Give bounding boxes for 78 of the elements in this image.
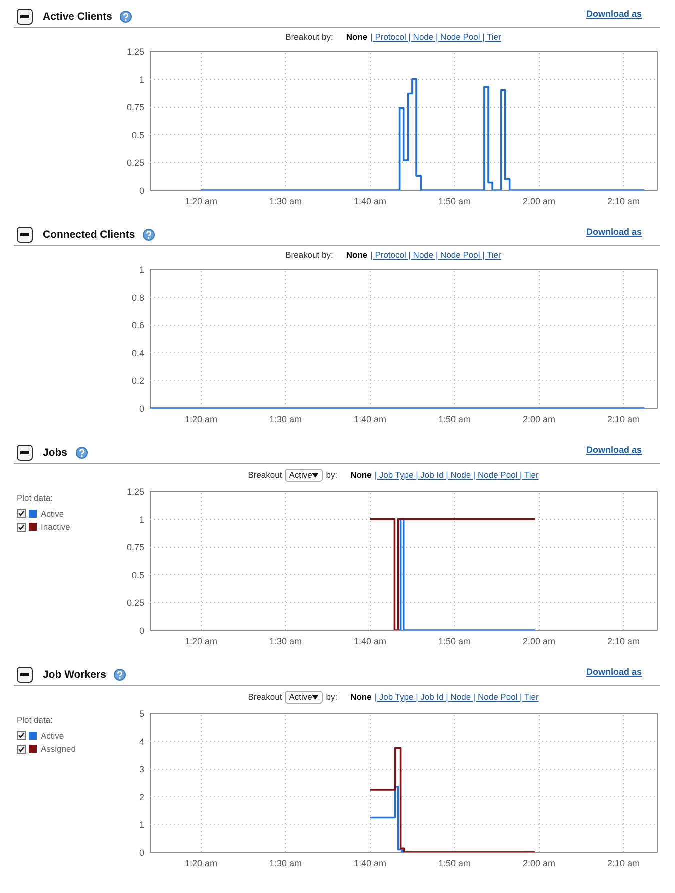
text: Breakout by: (286, 30, 334, 44)
x-tick-label: 1:50 am (438, 636, 471, 646)
x-tick-label: 1:20 am (184, 196, 218, 206)
text: Download as (586, 444, 642, 457)
x-tick-label: 1:30 am (269, 414, 302, 424)
x-tick-label: 2:00 am (522, 414, 556, 424)
y-tick-label: 0.5 (132, 130, 145, 140)
text: None (350, 690, 372, 704)
text: Download as (586, 226, 642, 239)
legend-label: Assigned (41, 743, 76, 756)
x-tick-label: 1:20 am (184, 414, 218, 424)
dropdown-select: Active (285, 690, 324, 704)
text: Breakout (248, 468, 282, 482)
text: by: (326, 690, 338, 704)
text: None (350, 468, 372, 482)
legend-title: Plot data: (17, 714, 54, 726)
y-tick-label: 0.5 (132, 570, 145, 580)
dropdown-select: Active (285, 468, 324, 482)
y-tick-label: 0.25 (126, 598, 145, 608)
text: | Protocol | Node | Node Pool | Tier (370, 30, 502, 44)
x-tick-label: 1:40 am (354, 858, 387, 868)
y-tick-label: 3 (139, 764, 145, 775)
y-tick-label: 0.75 (126, 542, 145, 553)
x-tick-label: 2:10 am (607, 414, 640, 424)
x-tick-label: 1:50 am (438, 858, 471, 868)
x-tick-label: 2:00 am (522, 636, 556, 646)
y-tick-label: 1 (139, 820, 145, 830)
text: Breakout by: (286, 248, 334, 262)
text: Jobs (43, 446, 68, 460)
text: by: (326, 468, 338, 482)
y-tick-label: 1 (139, 514, 145, 525)
y-tick-label: 5 (139, 709, 145, 719)
x-tick-label: 2:10 am (607, 858, 640, 868)
y-tick-label: 0.25 (126, 158, 145, 168)
x-tick-label: 1:40 am (354, 414, 387, 424)
text: None (346, 30, 368, 44)
legend-title: Plot data: (17, 492, 54, 504)
x-tick-label: 2:10 am (607, 196, 640, 206)
x-tick-label: 2:00 am (522, 858, 556, 868)
text: None (346, 248, 368, 262)
y-tick-label: 0.6 (132, 320, 145, 331)
chart-title: Active Clients (43, 10, 112, 24)
y-tick-label: 0.75 (126, 102, 145, 113)
text: | Protocol | Node | Node Pool | Tier (370, 248, 502, 262)
legend-label: Active (41, 508, 64, 520)
x-tick-label: 1:30 am (269, 858, 302, 868)
y-tick-label: 0 (139, 848, 145, 858)
x-tick-label: 1:20 am (184, 858, 218, 868)
text: Breakout (248, 690, 282, 704)
y-tick-label: 1.25 (126, 487, 145, 497)
x-tick-label: 1:30 am (269, 196, 302, 206)
y-tick-label: 0 (139, 626, 145, 636)
x-tick-label: 2:10 am (607, 636, 640, 646)
x-tick-label: 1:50 am (438, 414, 471, 424)
y-tick-label: 0.4 (132, 348, 145, 358)
y-tick-label: 1 (139, 265, 145, 275)
x-tick-label: 1:50 am (438, 196, 471, 206)
chart-title: Connected Clients (43, 228, 136, 242)
text: Download as (586, 8, 642, 21)
y-tick-label: 0 (139, 404, 145, 414)
x-tick-label: 1:20 am (184, 636, 218, 646)
y-tick-label: 0.8 (132, 292, 145, 303)
x-tick-label: 1:40 am (354, 636, 387, 646)
text: | Job Type | Job Id | Node | Node Pool | Tier (374, 468, 539, 482)
y-tick-label: 0 (139, 186, 145, 196)
y-tick-label: 1 (139, 74, 145, 85)
x-tick-label: 2:00 am (522, 196, 556, 206)
legend-label: Inactive (41, 521, 70, 534)
y-tick-label: 4 (139, 736, 145, 747)
legend-label: Active (41, 730, 64, 742)
y-tick-label: 2 (139, 792, 145, 802)
chart-title: Job Workers (43, 668, 106, 682)
x-tick-label: 1:30 am (269, 636, 302, 646)
text: | Job Type | Job Id | Node | Node Pool | Tier (374, 690, 539, 704)
text: Download as (586, 666, 642, 679)
x-tick-label: 1:40 am (354, 196, 387, 206)
y-tick-label: 0.2 (132, 376, 145, 386)
y-tick-label: 1.25 (126, 47, 145, 57)
